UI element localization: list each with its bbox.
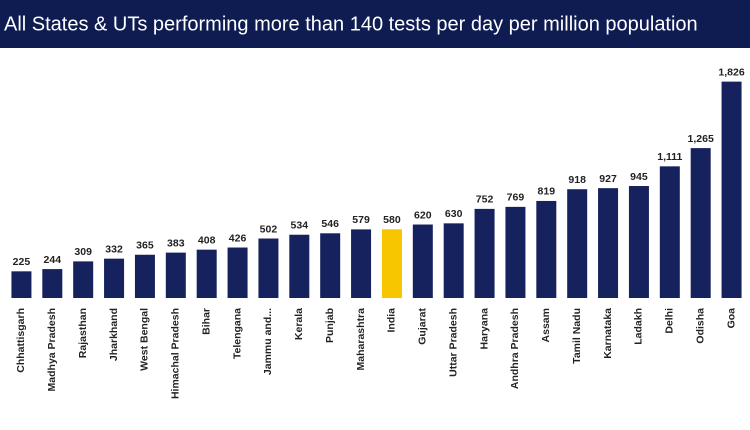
bar [474,208,495,298]
bar [351,229,372,298]
bar [598,188,619,298]
value-label: 819 [538,186,556,198]
x-tick-label: Delhi [664,308,676,334]
x-tick-label: Tamil Nadu [571,308,583,364]
value-label: 365 [136,240,154,252]
x-tick-label: Andhra Pradesh [509,308,521,389]
x-tick-label: India [386,308,398,333]
x-tick-label: Ladakh [633,308,645,345]
bar [134,254,155,298]
value-label: 752 [476,194,494,206]
x-tick-label: Uttar Pradesh [447,308,459,377]
title-band [0,0,750,48]
value-label: 1,111 [657,151,682,163]
value-label: 945 [630,171,648,183]
value-label: 769 [507,192,525,204]
bar [73,261,94,298]
chart-title: All States & UTs performing more than 14… [4,13,698,35]
x-tick-label: West Bengal [139,308,151,371]
x-tick-label: Punjab [324,308,336,343]
bar [567,189,588,298]
x-tick-label: Kerala [293,308,305,340]
bar [42,269,63,298]
x-tick-label: Gujarat [417,308,429,345]
value-label: 1,826 [718,66,744,78]
value-label: 620 [414,209,432,221]
value-label: 546 [321,218,339,230]
bar [659,166,680,298]
x-tick-label: Goa [725,308,737,329]
bar [227,247,248,298]
bar [721,81,742,298]
value-label: 383 [167,237,185,249]
value-label: 309 [74,246,92,258]
x-tick-label: Jammu and... [262,308,274,375]
bar [536,200,557,298]
value-label: 918 [568,174,586,186]
bar [11,271,32,298]
bar [690,148,711,298]
value-label: 1,265 [688,133,714,145]
x-tick-label: Telengana [231,308,243,359]
x-tick-label: Jharkhand [108,308,120,361]
x-tick-label: Himachal Pradesh [170,308,182,399]
value-label: 927 [599,173,617,185]
value-label: 580 [383,214,401,226]
bar [505,206,526,298]
bar [628,186,649,298]
bar [165,252,186,298]
x-tick-label: Madhya Pradesh [46,308,58,391]
value-label: 534 [291,220,309,232]
bar [443,223,464,298]
value-label: 332 [105,243,123,255]
value-label: 579 [352,214,370,226]
value-label: 225 [13,256,31,268]
bar [258,238,279,298]
x-tick-label: Karnataka [602,308,614,359]
value-label: 502 [260,223,278,235]
value-label: 408 [198,234,216,246]
value-label: 426 [229,232,247,244]
bar [104,258,125,298]
x-tick-label: Maharashtra [355,308,367,371]
bar [381,229,402,298]
bar [196,249,217,298]
x-tick-label: Assam [540,308,552,342]
bar [289,234,310,298]
x-tick-label: Bihar [200,308,212,335]
bar [412,224,433,298]
value-label: 244 [44,254,62,266]
x-tick-label: Haryana [478,308,490,350]
x-tick-label: Chhattisgarh [15,308,27,373]
bar [320,233,341,298]
x-tick-label: Odisha [694,308,706,344]
value-label: 630 [445,208,463,220]
x-tick-label: Rajasthan [77,308,89,358]
